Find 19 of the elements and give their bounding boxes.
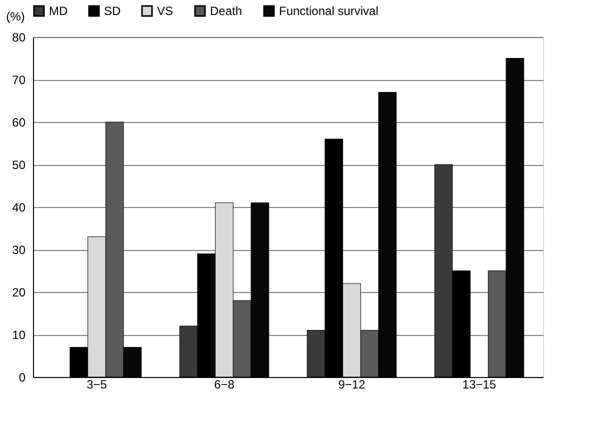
x-tick-label: 9−12: [338, 378, 366, 392]
y-tick-label: 80: [12, 30, 26, 44]
y-tick-label: 40: [12, 200, 26, 214]
x-tick-label: 13−15: [462, 378, 496, 392]
legend-label: MD: [49, 4, 68, 18]
legend-label: VS: [157, 4, 174, 18]
legend-label: Functional survival: [279, 4, 378, 18]
x-tick-label: 6−8: [214, 378, 235, 392]
y-tick-label: 50: [12, 158, 26, 172]
y-tick-label: 30: [12, 243, 26, 257]
x-tick-label: 3−5: [86, 378, 108, 392]
y-tick-label: 0: [18, 370, 26, 384]
y-tick-label: 60: [12, 116, 26, 130]
legend-label: SD: [104, 4, 122, 18]
y-axis-title: (%): [6, 10, 25, 24]
y-tick-label: 70: [12, 73, 26, 87]
legend-label: Death: [210, 4, 242, 18]
y-tick-label: 20: [12, 286, 26, 300]
y-tick-label: 10: [12, 328, 26, 342]
